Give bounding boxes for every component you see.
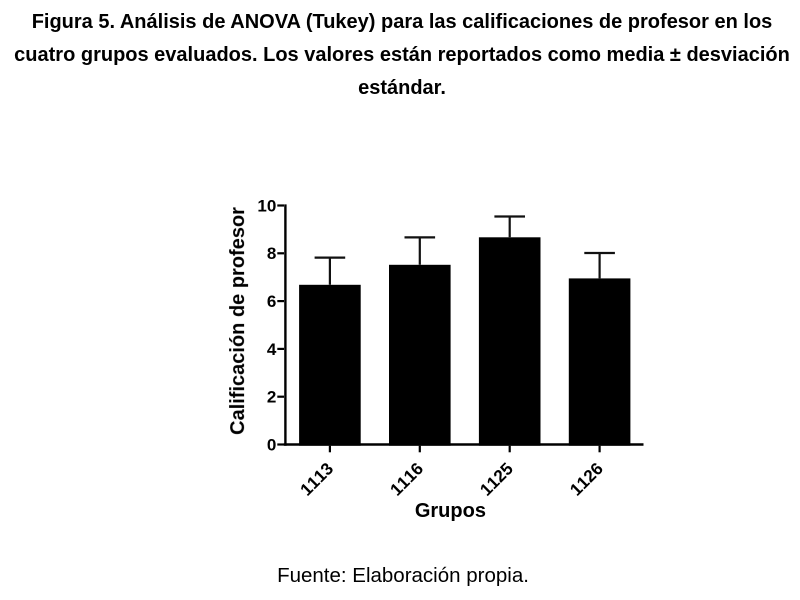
svg-text:2: 2 <box>267 388 276 407</box>
svg-text:Grupos: Grupos <box>415 500 486 522</box>
svg-text:0: 0 <box>267 435 276 454</box>
svg-text:6: 6 <box>267 292 276 311</box>
svg-text:10: 10 <box>257 196 276 215</box>
svg-text:8: 8 <box>267 244 276 263</box>
svg-text:4: 4 <box>267 340 277 359</box>
